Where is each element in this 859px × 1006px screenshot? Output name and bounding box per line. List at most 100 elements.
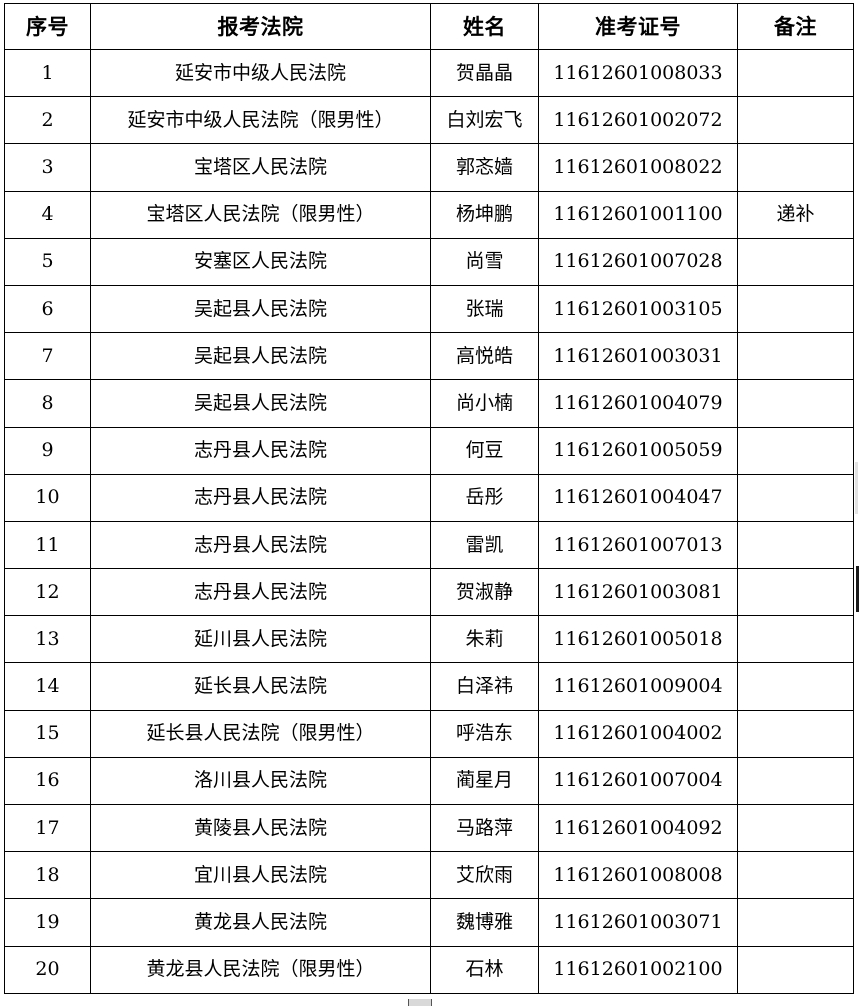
cell-name: 贺淑静: [430, 568, 539, 617]
cell-name: 呼浩东: [430, 709, 539, 758]
cell-index: 14: [4, 662, 91, 711]
table-row: 19 黄龙县人民法院 魏博雅 11612601003071: [4, 898, 854, 947]
cell-note: [737, 48, 854, 98]
table-row: 10 志丹县人民法院 岳彤 11612601004047: [4, 473, 854, 522]
cell-court: 延川县人民法院: [90, 615, 431, 664]
cell-index: 3: [4, 143, 91, 192]
table-row: 14 延长县人民法院 白泽祎 11612601009004: [4, 662, 854, 711]
cell-index: 17: [4, 803, 91, 853]
cell-court: 延安市中级人民法院（限男性）: [90, 96, 431, 145]
table-row: 6 吴起县人民法院 张瑞 11612601003105: [4, 284, 854, 334]
scan-artifact-bottom: [408, 999, 432, 1006]
cell-name: 白刘宏飞: [430, 96, 539, 145]
cell-note: [737, 237, 854, 286]
cell-court: 延长县人民法院: [90, 662, 431, 711]
cell-note: [737, 96, 854, 145]
cell-name: 尚小楠: [430, 379, 539, 428]
cell-court: 宝塔区人民法院: [90, 143, 431, 192]
column-header-note: 备注: [737, 3, 854, 50]
cell-court: 志丹县人民法院: [90, 473, 431, 522]
cell-court: 洛川县人民法院: [90, 756, 431, 806]
cell-ticket: 11612601008033: [538, 48, 738, 98]
cell-index: 6: [4, 284, 91, 334]
cell-ticket: 11612601002100: [538, 945, 738, 994]
cell-name: 石林: [430, 945, 539, 994]
cell-index: 15: [4, 709, 91, 758]
cell-note: [737, 379, 854, 428]
table-row: 8 吴起县人民法院 尚小楠 11612601004079: [4, 379, 854, 428]
cell-index: 19: [4, 898, 91, 947]
cell-ticket: 11612601003105: [538, 284, 738, 334]
table-body: 1 延安市中级人民法院 贺晶晶 11612601008033 2 延安市中级人民法院（限男…: [4, 48, 854, 994]
cell-note: [737, 709, 854, 758]
cell-ticket: 11612601004002: [538, 709, 738, 758]
cell-court: 志丹县人民法院: [90, 426, 431, 475]
cell-court: 吴起县人民法院: [90, 284, 431, 334]
cell-court: 黄陵县人民法院: [90, 803, 431, 853]
table-row: 20 黄龙县人民法院（限男性） 石林 11612601002100: [4, 945, 854, 994]
cell-note: [737, 473, 854, 522]
table-row: 11 志丹县人民法院 雷凯 11612601007013: [4, 520, 854, 570]
cell-ticket: 11612601002072: [538, 96, 738, 145]
cell-index: 18: [4, 851, 91, 900]
cell-ticket: 11612601005059: [538, 426, 738, 475]
cell-index: 20: [4, 945, 91, 994]
cell-ticket: 11612601007013: [538, 520, 738, 570]
cell-court: 宝塔区人民法院（限男性）: [90, 190, 431, 239]
table-row: 12 志丹县人民法院 贺淑静 11612601003081: [4, 568, 854, 617]
cell-name: 马路萍: [430, 803, 539, 853]
table-row: 2 延安市中级人民法院（限男性） 白刘宏飞 11612601002072: [4, 96, 854, 145]
cell-court: 吴起县人民法院: [90, 379, 431, 428]
cell-court: 志丹县人民法院: [90, 520, 431, 570]
cell-index: 2: [4, 96, 91, 145]
cell-court: 延安市中级人民法院: [90, 48, 431, 98]
cell-index: 8: [4, 379, 91, 428]
cell-note: [737, 851, 854, 900]
table-row: 5 安塞区人民法院 尚雪 11612601007028: [4, 237, 854, 286]
cell-ticket: 11612601003071: [538, 898, 738, 947]
table-row: 16 洛川县人民法院 蔺星月 11612601007004: [4, 756, 854, 806]
table-row: 17 黄陵县人民法院 马路萍 11612601004092: [4, 803, 854, 853]
cell-note: [737, 662, 854, 711]
cell-index: 4: [4, 190, 91, 239]
candidate-roster-table: 序号 报考法院 姓名 准考证号 备注 1 延安市中级人民法院 贺晶晶 11612601…: [4, 3, 854, 994]
table-row: 18 宜川县人民法院 艾欣雨 11612601008008: [4, 851, 854, 900]
cell-name: 白泽祎: [430, 662, 539, 711]
table-row: 7 吴起县人民法院 高悦皓 11612601003031: [4, 332, 854, 381]
cell-note: [737, 615, 854, 664]
cell-court: 黄龙县人民法院（限男性）: [90, 945, 431, 994]
cell-name: 雷凯: [430, 520, 539, 570]
cell-note: [737, 803, 854, 853]
cell-ticket: 11612601009004: [538, 662, 738, 711]
table-row: 9 志丹县人民法院 何豆 11612601005059: [4, 426, 854, 475]
cell-ticket: 11612601007004: [538, 756, 738, 806]
column-header-ticket: 准考证号: [538, 3, 738, 50]
cell-note: 递补: [737, 190, 854, 239]
cell-name: 何豆: [430, 426, 539, 475]
cell-name: 朱莉: [430, 615, 539, 664]
cell-court: 安塞区人民法院: [90, 237, 431, 286]
cell-index: 16: [4, 756, 91, 806]
table-row: 4 宝塔区人民法院（限男性） 杨坤鹏 11612601001100 递补: [4, 190, 854, 239]
cell-name: 郭忞嫱: [430, 143, 539, 192]
column-header-court: 报考法院: [90, 3, 431, 50]
cell-index: 10: [4, 473, 91, 522]
cell-index: 11: [4, 520, 91, 570]
cell-name: 贺晶晶: [430, 48, 539, 98]
cell-court: 志丹县人民法院: [90, 568, 431, 617]
cell-name: 张瑞: [430, 284, 539, 334]
cell-ticket: 11612601001100: [538, 190, 738, 239]
cell-ticket: 11612601008022: [538, 143, 738, 192]
cell-note: [737, 568, 854, 617]
cell-ticket: 11612601004092: [538, 803, 738, 853]
cell-note: [737, 284, 854, 334]
cell-ticket: 11612601008008: [538, 851, 738, 900]
cell-ticket: 11612601005018: [538, 615, 738, 664]
cell-note: [737, 520, 854, 570]
cell-ticket: 11612601003081: [538, 568, 738, 617]
cell-ticket: 11612601004079: [538, 379, 738, 428]
column-header-index: 序号: [4, 3, 91, 50]
cell-ticket: 11612601004047: [538, 473, 738, 522]
cell-index: 5: [4, 237, 91, 286]
